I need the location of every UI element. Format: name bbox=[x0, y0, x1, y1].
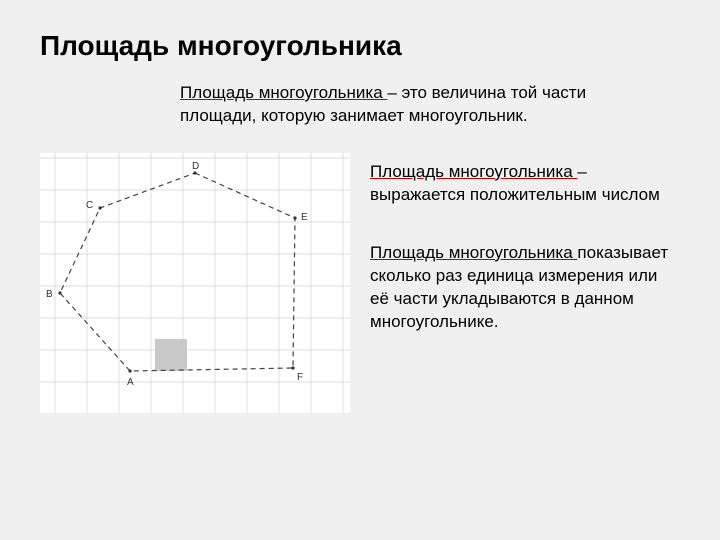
side1-lead: Площадь многоугольника bbox=[370, 162, 577, 181]
intro-lead: Площадь многоугольника bbox=[180, 83, 387, 102]
vertex-label-a: A bbox=[127, 377, 134, 388]
vertex-label-d: D bbox=[192, 161, 199, 172]
polygon-diagram: D E F A B C bbox=[40, 153, 350, 413]
slide: Площадь многоугольника Площадь многоугол… bbox=[0, 0, 720, 540]
vertex-label-f: F bbox=[297, 372, 303, 383]
vertex-label-e: E bbox=[301, 212, 308, 223]
side-texts: Площадь многоугольника – выражается поло… bbox=[370, 153, 670, 334]
vertex-label-b: B bbox=[46, 289, 53, 300]
side-paragraph-1: Площадь многоугольника – выражается поло… bbox=[370, 161, 670, 207]
intro-paragraph: Площадь многоугольника – это величина то… bbox=[180, 82, 640, 128]
side-paragraph-2: Площадь многоугольника показывает скольк… bbox=[370, 242, 670, 334]
slide-title: Площадь многоугольника bbox=[40, 30, 680, 62]
content-row: D E F A B C Площадь многоугольника – выражает… bbox=[40, 153, 680, 413]
vertex-label-c: C bbox=[86, 200, 93, 211]
diagram-svg bbox=[40, 153, 350, 413]
side2-lead: Площадь многоугольника bbox=[370, 243, 577, 262]
